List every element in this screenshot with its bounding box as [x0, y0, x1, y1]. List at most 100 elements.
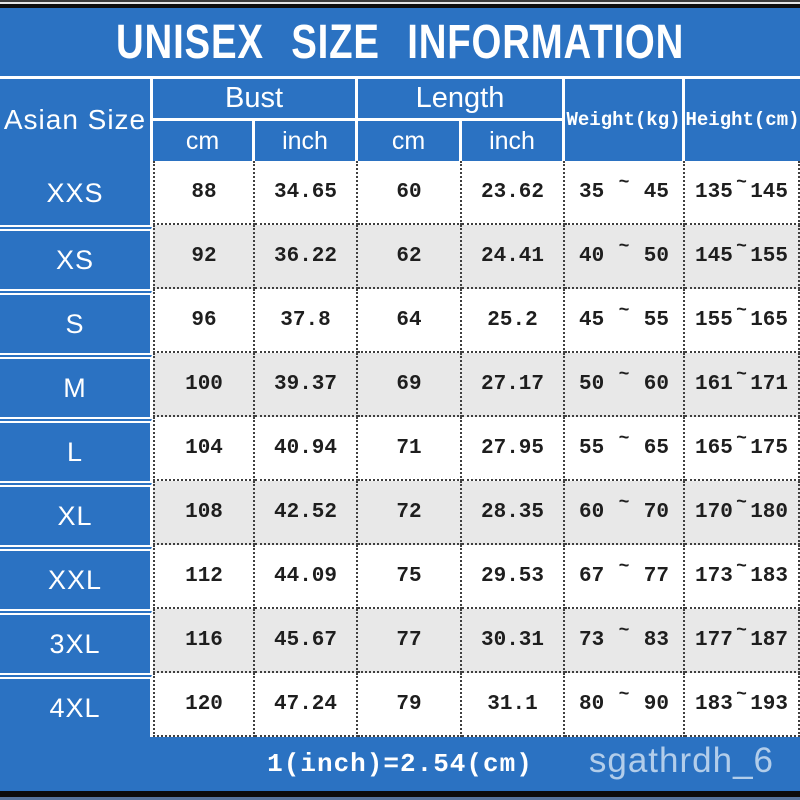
bust-cm-cell: 120 [153, 673, 255, 737]
watermark-text: sgathrdh_6 [588, 741, 774, 781]
length-inch-cell: 28.35 [462, 481, 565, 545]
bust-cm-cell: 104 [153, 417, 255, 481]
length-cm-cell: 79 [358, 673, 462, 737]
header-length-inch: inch [462, 121, 565, 161]
length-inch-cell: 24.41 [462, 225, 565, 289]
weight-min: 50 [579, 372, 605, 396]
weight-max: 77 [643, 564, 669, 588]
length-inch-cell: 23.62 [462, 161, 565, 225]
bottom-border-bar [0, 791, 800, 797]
tilde-separator: ~ [736, 237, 747, 257]
length-inch-cell: 27.95 [462, 417, 565, 481]
height-range-cell: 145 ~ 155 [685, 225, 800, 289]
bust-inch-cell: 39.37 [255, 353, 358, 417]
height-min: 145 [695, 244, 733, 268]
length-cm-cell: 60 [358, 161, 462, 225]
table-row: M 100 39.37 69 27.17 50 ~ 60 161 ~ 171 [0, 353, 800, 417]
bust-cm-cell: 108 [153, 481, 255, 545]
bust-inch-cell: 36.22 [255, 225, 358, 289]
weight-range-cell: 80 ~ 90 [565, 673, 685, 737]
inch-cm-conversion-note: 1(inch)=2.54(cm) [267, 749, 533, 779]
header-height: Height(cm) [685, 79, 800, 161]
header-asian-size: Asian Size [0, 79, 153, 161]
table-row: 3XL 116 45.67 77 30.31 73 ~ 83 177 ~ 187 [0, 609, 800, 673]
bottom-edge-strip [0, 797, 800, 800]
bust-inch-cell: 42.52 [255, 481, 358, 545]
weight-max: 70 [643, 500, 669, 524]
header-length-label: Length [358, 79, 565, 121]
tilde-separator: ~ [618, 621, 630, 641]
height-min: 155 [695, 308, 733, 332]
height-min: 173 [695, 564, 733, 588]
table-body: XXS 88 34.65 60 23.62 35 ~ 45 135 ~ 145 … [0, 161, 800, 737]
tilde-separator: ~ [736, 429, 747, 449]
weight-min: 67 [579, 564, 605, 588]
weight-max: 60 [643, 372, 669, 396]
weight-max: 83 [643, 628, 669, 652]
height-range-cell: 135 ~ 145 [685, 161, 800, 225]
size-label-cell: XXL [0, 545, 153, 609]
tilde-separator: ~ [618, 493, 630, 513]
length-cm-cell: 77 [358, 609, 462, 673]
header-group-bust: Bust cm inch [153, 79, 358, 161]
tilde-separator: ~ [618, 301, 630, 321]
tilde-separator: ~ [736, 365, 747, 385]
bust-inch-cell: 45.67 [255, 609, 358, 673]
header-bust-label: Bust [153, 79, 358, 121]
header-bust-subrow: cm inch [153, 121, 358, 161]
weight-min: 73 [579, 628, 605, 652]
tilde-separator: ~ [618, 685, 630, 705]
size-label-cell: XXS [0, 161, 153, 225]
weight-range-cell: 45 ~ 55 [565, 289, 685, 353]
weight-max: 45 [643, 180, 669, 204]
size-label-cell: 3XL [0, 609, 153, 673]
footer-bar: 1(inch)=2.54(cm) sgathrdh_6 [0, 737, 800, 791]
height-min: 135 [695, 180, 733, 204]
table-row: 4XL 120 47.24 79 31.1 80 ~ 90 183 ~ 193 [0, 673, 800, 737]
weight-min: 80 [579, 692, 605, 716]
tilde-separator: ~ [736, 685, 747, 705]
bust-cm-cell: 88 [153, 161, 255, 225]
size-label-cell: XS [0, 225, 153, 289]
table-row: L 104 40.94 71 27.95 55 ~ 65 165 ~ 175 [0, 417, 800, 481]
height-max: 165 [750, 308, 788, 332]
length-cm-cell: 75 [358, 545, 462, 609]
weight-range-cell: 60 ~ 70 [565, 481, 685, 545]
length-cm-cell: 71 [358, 417, 462, 481]
height-max: 171 [750, 372, 788, 396]
height-range-cell: 173 ~ 183 [685, 545, 800, 609]
header-length-cm: cm [358, 121, 462, 161]
tilde-separator: ~ [736, 493, 747, 513]
weight-max: 50 [643, 244, 669, 268]
weight-min: 60 [579, 500, 605, 524]
tilde-separator: ~ [736, 173, 747, 193]
bust-cm-cell: 100 [153, 353, 255, 417]
weight-range-cell: 55 ~ 65 [565, 417, 685, 481]
weight-min: 45 [579, 308, 605, 332]
height-range-cell: 155 ~ 165 [685, 289, 800, 353]
length-cm-cell: 69 [358, 353, 462, 417]
bust-inch-cell: 47.24 [255, 673, 358, 737]
length-cm-cell: 72 [358, 481, 462, 545]
size-label-cell: S [0, 289, 153, 353]
bust-cm-cell: 112 [153, 545, 255, 609]
weight-max: 55 [643, 308, 669, 332]
table-row: S 96 37.8 64 25.2 45 ~ 55 155 ~ 165 [0, 289, 800, 353]
size-label-cell: L [0, 417, 153, 481]
table-row: XXS 88 34.65 60 23.62 35 ~ 45 135 ~ 145 [0, 161, 800, 225]
weight-range-cell: 35 ~ 45 [565, 161, 685, 225]
tilde-separator: ~ [618, 237, 630, 257]
height-range-cell: 165 ~ 175 [685, 417, 800, 481]
height-range-cell: 177 ~ 187 [685, 609, 800, 673]
height-range-cell: 170 ~ 180 [685, 481, 800, 545]
bust-cm-cell: 116 [153, 609, 255, 673]
table-header: Asian Size Bust cm inch Length cm inch W… [0, 79, 800, 161]
height-max: 175 [750, 436, 788, 460]
height-min: 170 [695, 500, 733, 524]
size-label-cell: 4XL [0, 673, 153, 737]
bust-inch-cell: 40.94 [255, 417, 358, 481]
tilde-separator: ~ [736, 557, 747, 577]
size-label-cell: M [0, 353, 153, 417]
length-inch-cell: 31.1 [462, 673, 565, 737]
